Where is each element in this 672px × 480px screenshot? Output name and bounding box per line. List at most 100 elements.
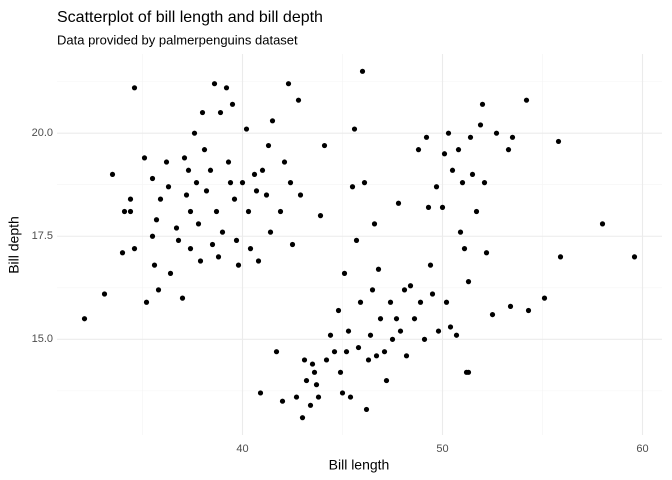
point xyxy=(371,221,378,227)
point xyxy=(173,225,180,231)
point xyxy=(415,147,422,153)
point xyxy=(157,196,164,202)
point xyxy=(185,167,192,173)
point xyxy=(417,299,424,305)
point xyxy=(195,221,202,227)
point xyxy=(201,147,208,153)
point xyxy=(447,324,454,330)
point xyxy=(251,171,258,178)
point xyxy=(151,262,158,268)
chart-title: Scatterplot of bill length and bill dept… xyxy=(57,9,323,26)
point xyxy=(337,369,344,375)
point xyxy=(313,382,320,388)
point xyxy=(421,336,428,342)
point xyxy=(403,353,410,359)
point xyxy=(149,175,156,182)
point xyxy=(361,180,368,186)
point xyxy=(425,204,432,210)
point xyxy=(269,118,276,124)
point xyxy=(557,254,564,260)
point xyxy=(345,328,352,334)
point xyxy=(197,258,204,264)
point xyxy=(449,167,456,173)
point xyxy=(387,299,394,305)
point xyxy=(489,311,496,318)
point xyxy=(323,357,330,363)
point xyxy=(299,415,306,421)
point xyxy=(481,180,488,186)
point xyxy=(483,250,490,256)
point xyxy=(465,279,472,285)
point xyxy=(127,196,134,202)
point xyxy=(209,241,216,248)
point xyxy=(461,246,468,252)
y-tick-label: 20.0 xyxy=(32,127,53,139)
point xyxy=(231,196,238,202)
point xyxy=(277,208,284,215)
point xyxy=(365,357,372,363)
point xyxy=(285,81,292,87)
point xyxy=(229,101,236,107)
point xyxy=(507,303,514,309)
point xyxy=(193,180,200,186)
point xyxy=(401,287,408,293)
point xyxy=(317,213,324,219)
point xyxy=(225,159,232,165)
point xyxy=(523,97,530,103)
point xyxy=(599,221,606,227)
point xyxy=(141,155,148,161)
point xyxy=(433,184,440,190)
point xyxy=(191,130,198,136)
point xyxy=(397,328,404,334)
point xyxy=(339,390,346,396)
point xyxy=(459,180,466,186)
point xyxy=(181,155,188,161)
chart-subtitle: Data provided by palmerpenguins dataset xyxy=(57,32,298,47)
point xyxy=(453,332,460,338)
point xyxy=(149,233,156,239)
point xyxy=(131,246,138,252)
point xyxy=(227,180,234,186)
point xyxy=(255,258,262,264)
point xyxy=(367,332,374,338)
point xyxy=(167,270,174,276)
point xyxy=(223,85,230,91)
point xyxy=(315,394,322,400)
x-tick-label: 50 xyxy=(436,443,448,455)
point xyxy=(327,332,334,338)
point xyxy=(541,295,548,301)
point xyxy=(273,349,280,355)
point xyxy=(309,361,316,367)
point xyxy=(121,208,128,215)
point xyxy=(457,229,464,235)
point xyxy=(429,291,436,297)
point xyxy=(389,336,396,342)
point xyxy=(253,188,260,194)
point xyxy=(81,316,88,322)
point xyxy=(505,147,512,153)
point xyxy=(525,307,532,314)
point xyxy=(265,142,272,149)
point xyxy=(183,192,190,198)
point xyxy=(347,394,354,400)
point xyxy=(363,406,370,413)
point xyxy=(373,353,380,359)
y-tick-label: 15.0 xyxy=(32,333,53,345)
point xyxy=(427,262,434,268)
point xyxy=(407,283,414,289)
point xyxy=(163,159,170,165)
point xyxy=(321,142,328,149)
point xyxy=(351,126,358,132)
point xyxy=(479,101,486,107)
point xyxy=(303,377,310,384)
point xyxy=(267,229,274,235)
point xyxy=(443,299,450,305)
point xyxy=(477,122,484,128)
point xyxy=(375,266,382,272)
point xyxy=(131,85,138,91)
point xyxy=(455,147,462,153)
point xyxy=(411,316,418,322)
point xyxy=(377,316,384,322)
point xyxy=(493,130,500,136)
